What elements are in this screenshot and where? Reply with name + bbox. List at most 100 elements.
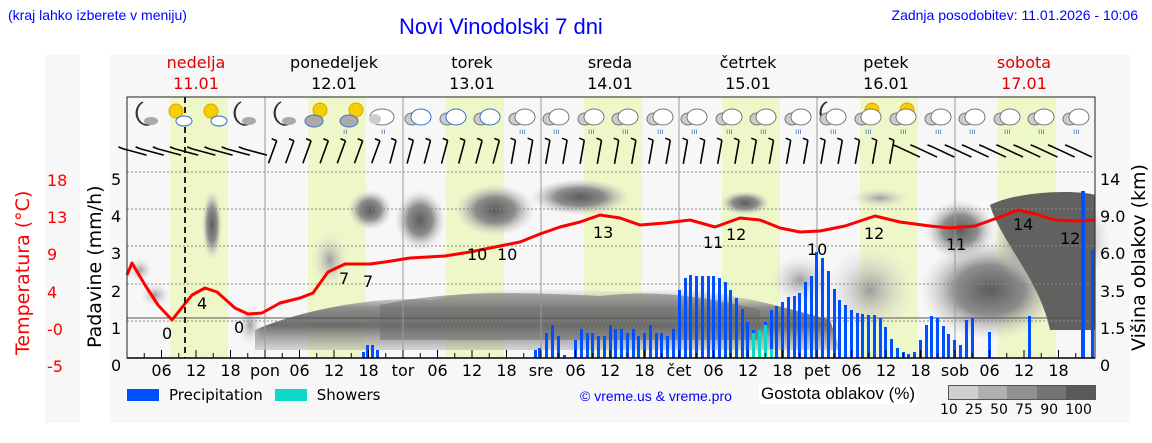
x-axis-label: 06	[289, 361, 310, 380]
day-header: torek 13.01	[449, 53, 495, 93]
cloud-rain-icon: ııı	[1062, 108, 1090, 136]
svg-text:12: 12	[726, 225, 746, 244]
wind-barbs-row	[118, 137, 1093, 164]
temperature-value-labels: 0 4 0 7 7 10 10 13 11 12 10 12 11 14 12	[162, 215, 1080, 343]
sun-cloud-rain-icon: ııı	[854, 102, 882, 136]
grid-lines	[127, 171, 1095, 322]
last-updated: Zadnja posodobitev: 11.01.2026 - 10:06	[891, 7, 1138, 23]
svg-text:11: 11	[946, 235, 966, 254]
svg-text:ııı: ııı	[1038, 127, 1045, 136]
temperature-axis-panel	[45, 55, 80, 423]
x-axis-label: pon	[249, 361, 281, 380]
svg-text:ııı: ııı	[900, 127, 907, 136]
x-axis-label: 12	[599, 361, 621, 380]
day-header: nedelja 11.01	[166, 53, 226, 93]
day-header: četrtek 15.01	[719, 53, 777, 93]
cloud-rain-icon: ııı	[958, 108, 986, 136]
x-axis-label: pet	[803, 361, 831, 380]
cloud-rain-icon: ııı	[577, 108, 605, 136]
cloud-rain-icon: ııı	[715, 108, 743, 136]
cloud-density-label: Gostota oblakov (%)	[759, 384, 918, 404]
cloud-rain-icon: ııı	[1027, 108, 1055, 136]
weather-icons-row: ıı ıı	[135, 101, 395, 136]
cloud-height-ticks: 14 9.0 6.0 3.5 1.5 0	[1100, 170, 1126, 376]
sun-cloud-rain-icon: ııı	[889, 102, 917, 136]
cloud-rain-icon	[404, 108, 432, 126]
x-axis-label: tor	[391, 361, 415, 380]
svg-text:13: 13	[593, 223, 613, 242]
svg-text:ııı: ııı	[1004, 127, 1011, 136]
cloud-rain-icon: ııı	[924, 108, 952, 136]
precipitation-axis-label: Padavine (mm/h)	[84, 185, 106, 348]
svg-text:ııı: ııı	[1073, 127, 1080, 136]
svg-text:7: 7	[339, 269, 349, 288]
day-header: sobota 17.01	[996, 53, 1052, 93]
x-axis-label: 12	[323, 361, 345, 380]
cloud-rain-icon	[473, 108, 501, 126]
svg-text:ııı: ııı	[588, 127, 595, 136]
copyright-link[interactable]: © vreme.us & vreme.pro	[580, 388, 732, 404]
svg-text:ıı: ıı	[381, 127, 385, 136]
x-axis-label: 12	[185, 361, 207, 380]
cloud-density	[128, 179, 1110, 350]
x-axis-label: 18	[634, 361, 655, 380]
cloud-rain-icon: ııı	[542, 108, 570, 136]
moon-cloud-icon	[233, 101, 256, 126]
svg-text:ııı: ııı	[519, 127, 526, 136]
x-axis-labels: 06 12 18 pon 06 12 18 tor 06 12 18 sre 06 12 18 čet 06 12…	[0, 361, 1152, 381]
x-axis-label: 18	[358, 361, 379, 380]
x-axis-label: 06	[565, 361, 586, 380]
precipitation-swatch	[127, 389, 159, 401]
x-axis-label: 06	[427, 361, 448, 380]
svg-text:4: 4	[197, 294, 207, 313]
moon-cloud-rain-icon: ııı	[819, 101, 847, 136]
sun-cloud-icon	[168, 103, 193, 127]
x-axis-label: 12	[737, 361, 759, 380]
x-axis-label: čet	[666, 361, 692, 380]
cloud-rain-icon: ıı	[369, 108, 395, 136]
x-axis-label: 18	[496, 361, 517, 380]
svg-text:ııı: ııı	[795, 127, 802, 136]
precipitation-bars	[362, 191, 1094, 358]
chart-title: Novi Vinodolski 7 dni	[399, 14, 603, 39]
svg-text:7: 7	[363, 272, 373, 291]
svg-text:10: 10	[497, 245, 517, 264]
x-axis-label: 06	[151, 361, 172, 380]
x-axis-label: 18	[220, 361, 241, 380]
sun-cloud-icon	[304, 102, 328, 128]
cloud-rain-icon: ııı	[508, 108, 536, 136]
shower-bars	[752, 325, 773, 358]
moon-cloud-icon	[273, 101, 296, 126]
x-axis-label: 06	[841, 361, 862, 380]
cloud-rain-icon: ııı	[646, 108, 674, 136]
svg-text:ııı: ııı	[865, 127, 872, 136]
legend-showers: Showers	[316, 386, 381, 404]
svg-text:ııı: ııı	[553, 127, 560, 136]
cloud-height-axis-label: Višina oblakov (km)	[1128, 164, 1150, 351]
cloud-rain-icon: ııı	[749, 108, 777, 136]
svg-text:10: 10	[467, 245, 487, 264]
svg-text:12: 12	[864, 224, 884, 243]
cloud-rain-icon: ııı	[993, 108, 1021, 136]
cloud-rain-icon: ııı	[680, 108, 708, 136]
day-header: ponedeljek 12.01	[290, 53, 378, 93]
svg-text:ııı: ııı	[830, 127, 837, 136]
x-axis-ticks	[143, 350, 1077, 358]
sun-cloud-icon	[203, 103, 228, 127]
svg-text:ııı: ııı	[969, 127, 976, 136]
x-axis-label: 12	[875, 361, 897, 380]
svg-text:ıı: ıı	[343, 127, 347, 136]
location-hint: (kraj lahko izberete v meniju)	[8, 7, 187, 23]
temperature-ticks: 18 13 9 4 -0 -5	[47, 171, 68, 377]
cloud-rain-icon: ııı	[784, 108, 812, 136]
svg-text:11: 11	[703, 233, 723, 252]
cloud-rain-icon: ııı	[611, 108, 639, 136]
day-header: petek 16.01	[863, 53, 909, 93]
x-axis-label: 06	[703, 361, 724, 380]
legend-precipitation: Precipitation	[169, 386, 263, 404]
day-header: sreda 14.01	[587, 53, 633, 93]
showers-swatch	[274, 389, 307, 401]
x-axis-label: 18	[1048, 361, 1069, 380]
